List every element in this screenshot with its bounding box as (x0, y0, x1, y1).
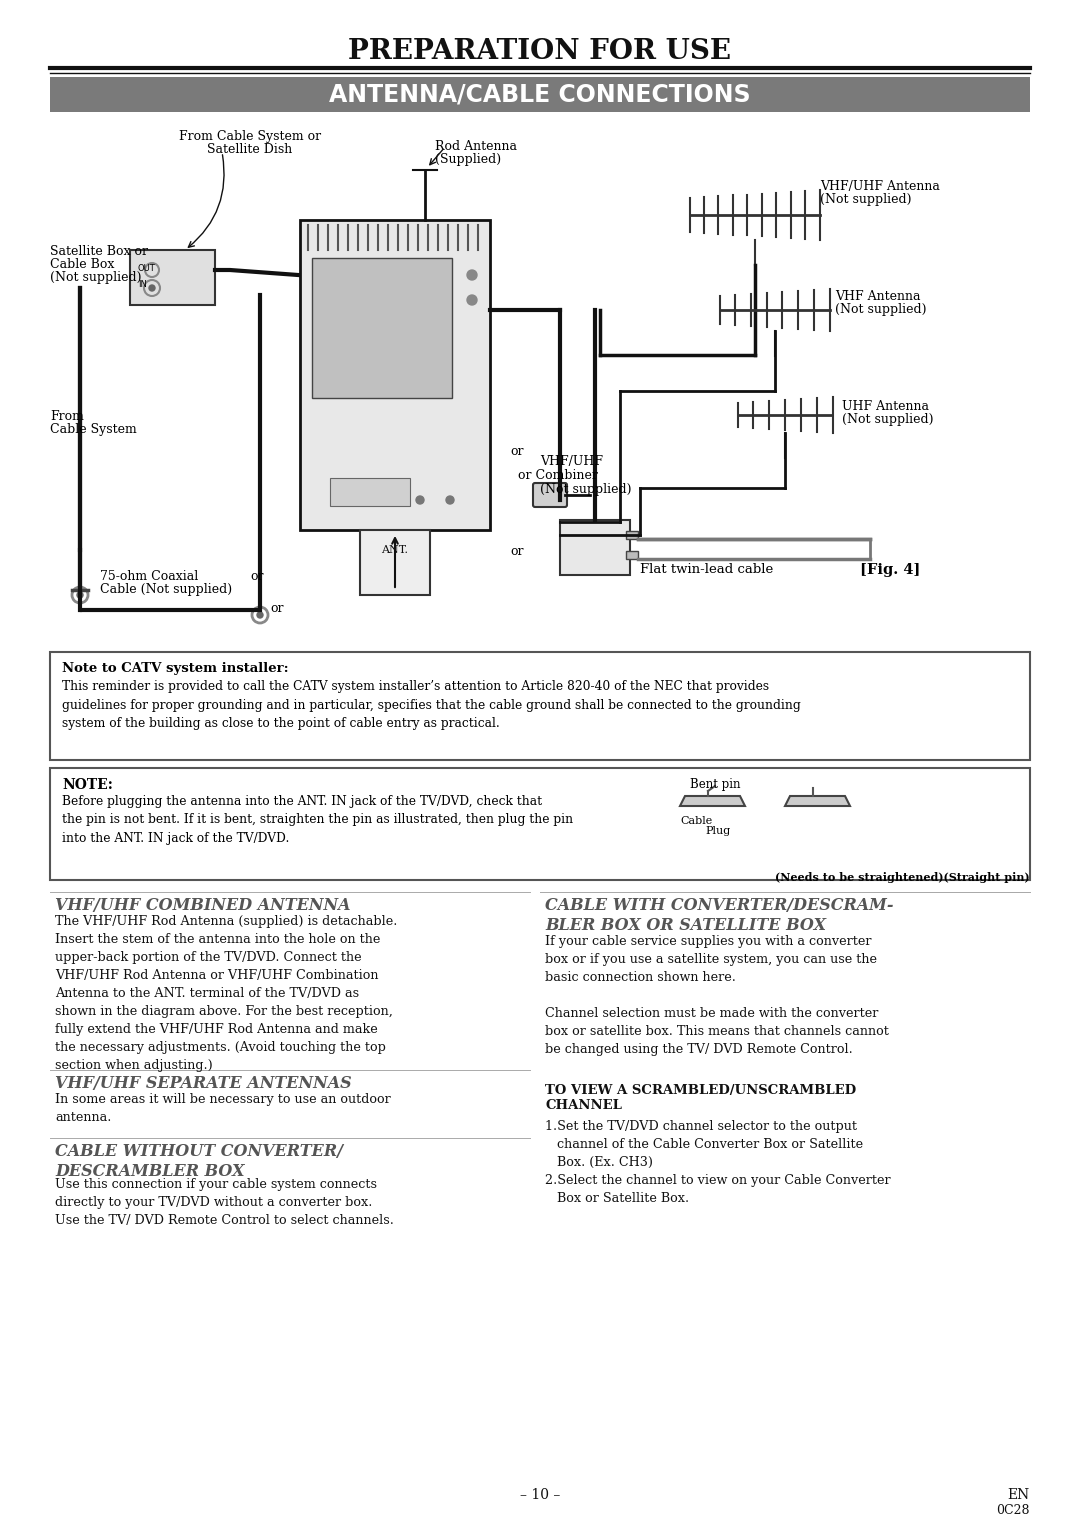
Circle shape (77, 592, 83, 598)
Text: VHF/UHF SEPARATE ANTENNAS: VHF/UHF SEPARATE ANTENNAS (55, 1074, 352, 1093)
Text: (Needs to be straightened)(Straight pin): (Needs to be straightened)(Straight pin) (775, 871, 1030, 884)
Text: or: or (510, 446, 524, 458)
Text: EN: EN (1008, 1488, 1030, 1502)
Text: Plug: Plug (705, 826, 730, 836)
FancyBboxPatch shape (300, 220, 490, 530)
Text: (Supplied): (Supplied) (435, 153, 501, 166)
Circle shape (416, 496, 424, 504)
Text: Use this connection if your cable system connects
directly to your TV/DVD withou: Use this connection if your cable system… (55, 1178, 394, 1227)
FancyBboxPatch shape (534, 484, 567, 507)
Text: Cable Box: Cable Box (50, 258, 114, 272)
Polygon shape (680, 797, 745, 806)
Text: VHF/UHF: VHF/UHF (540, 455, 603, 468)
Text: Bent pin: Bent pin (690, 778, 740, 790)
Text: NOTE:: NOTE: (62, 778, 113, 792)
Text: PREPARATION FOR USE: PREPARATION FOR USE (349, 38, 731, 66)
Text: TO VIEW A SCRAMBLED/UNSCRAMBLED
CHANNEL: TO VIEW A SCRAMBLED/UNSCRAMBLED CHANNEL (545, 1083, 856, 1112)
FancyBboxPatch shape (130, 250, 215, 305)
Text: Note to CATV system installer:: Note to CATV system installer: (62, 662, 288, 674)
Text: ANT.: ANT. (381, 545, 408, 555)
Text: (Not supplied): (Not supplied) (820, 192, 912, 206)
Polygon shape (785, 797, 850, 806)
Text: or: or (510, 545, 524, 559)
FancyBboxPatch shape (626, 551, 638, 559)
FancyBboxPatch shape (50, 76, 1030, 111)
FancyBboxPatch shape (626, 531, 638, 539)
FancyBboxPatch shape (330, 478, 410, 507)
Text: Before plugging the antenna into the ANT. IN jack of the TV/DVD, check that
the : Before plugging the antenna into the ANT… (62, 795, 573, 845)
Text: VHF Antenna: VHF Antenna (835, 290, 920, 304)
Text: From Cable System or: From Cable System or (179, 130, 321, 143)
Text: VHF/UHF COMBINED ANTENNA: VHF/UHF COMBINED ANTENNA (55, 897, 351, 914)
Circle shape (467, 270, 477, 279)
FancyBboxPatch shape (360, 530, 430, 595)
Text: – 10 –: – 10 – (519, 1488, 561, 1502)
Text: IN: IN (138, 279, 147, 288)
Text: Cable (Not supplied): Cable (Not supplied) (100, 583, 232, 597)
Circle shape (257, 612, 264, 618)
Text: If your cable service supplies you with a converter
box or if you use a satellit: If your cable service supplies you with … (545, 935, 889, 1056)
Text: CABLE WITHOUT CONVERTER/
DESCRAMBLER BOX: CABLE WITHOUT CONVERTER/ DESCRAMBLER BOX (55, 1143, 343, 1180)
Text: 75-ohm Coaxial: 75-ohm Coaxial (100, 571, 199, 583)
Text: In some areas it will be necessary to use an outdoor
antenna.: In some areas it will be necessary to us… (55, 1093, 391, 1125)
Text: 0C28: 0C28 (997, 1505, 1030, 1517)
Text: or Combiner: or Combiner (518, 468, 598, 482)
Text: 1.Set the TV/DVD channel selector to the output
   channel of the Cable Converte: 1.Set the TV/DVD channel selector to the… (545, 1120, 891, 1206)
Text: (Not supplied): (Not supplied) (842, 414, 933, 426)
Text: Satellite Box or: Satellite Box or (50, 246, 148, 258)
Text: Flat twin-lead cable: Flat twin-lead cable (640, 563, 773, 575)
FancyBboxPatch shape (561, 520, 630, 575)
Text: CABLE WITH CONVERTER/DESCRAM-
BLER BOX OR SATELLITE BOX: CABLE WITH CONVERTER/DESCRAM- BLER BOX O… (545, 897, 893, 934)
Text: or: or (249, 571, 264, 583)
FancyBboxPatch shape (312, 258, 453, 398)
Text: UHF Antenna: UHF Antenna (842, 400, 929, 414)
Text: From: From (50, 410, 84, 423)
Text: Satellite Dish: Satellite Dish (207, 143, 293, 156)
FancyBboxPatch shape (50, 768, 1030, 881)
Text: (Not supplied): (Not supplied) (50, 272, 141, 284)
Circle shape (149, 285, 156, 291)
Text: ANTENNA/CABLE CONNECTIONS: ANTENNA/CABLE CONNECTIONS (329, 82, 751, 107)
Text: [Fig. 4]: [Fig. 4] (860, 563, 920, 577)
Text: This reminder is provided to call the CATV system installer’s attention to Artic: This reminder is provided to call the CA… (62, 681, 800, 729)
Text: Cable: Cable (680, 816, 712, 826)
Circle shape (386, 496, 394, 504)
Text: or: or (270, 601, 283, 615)
Circle shape (356, 496, 364, 504)
Text: The VHF/UHF Rod Antenna (supplied) is detachable.
Insert the stem of the antenna: The VHF/UHF Rod Antenna (supplied) is de… (55, 916, 397, 1071)
Text: Rod Antenna: Rod Antenna (435, 140, 517, 153)
Text: (Not supplied): (Not supplied) (835, 304, 927, 316)
Circle shape (467, 295, 477, 305)
Text: OUT: OUT (138, 264, 156, 273)
Circle shape (446, 496, 454, 504)
Text: (Not supplied): (Not supplied) (540, 484, 632, 496)
Text: Cable System: Cable System (50, 423, 137, 436)
Text: VHF/UHF Antenna: VHF/UHF Antenna (820, 180, 940, 192)
FancyBboxPatch shape (50, 652, 1030, 760)
